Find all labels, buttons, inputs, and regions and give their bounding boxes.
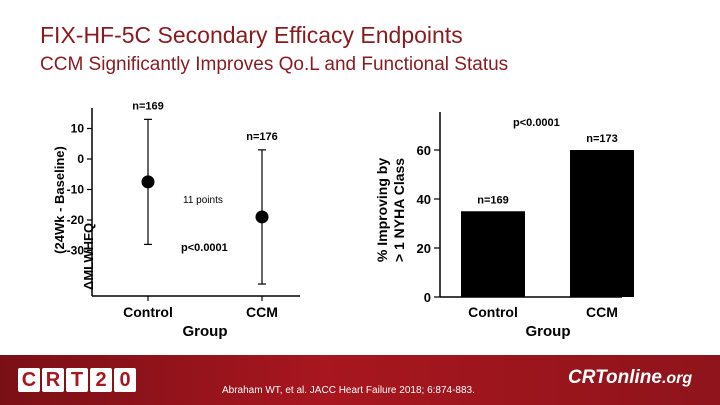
- qol-y-tick-label: 10: [71, 122, 85, 136]
- qol-y-tick-label: -30: [67, 244, 85, 258]
- nyha-bar: [570, 150, 634, 297]
- nyha-n-label: n=169: [477, 194, 509, 206]
- nyha-y-tick-label: 0: [424, 290, 431, 305]
- qol-n-label: n=169: [132, 100, 164, 112]
- crtonline-logo-suffix: .org: [661, 370, 693, 387]
- qol-pvalue: p<0.0001: [181, 242, 228, 254]
- nyha-chart: 0 20 40 60 n=169 Control n=173 CCM Group % Imp…: [374, 112, 634, 340]
- nyha-y-label-1: % Improving by: [374, 158, 390, 262]
- logo-letter: 2: [90, 368, 112, 392]
- page-title: FIX-HF-5C Secondary Efficacy Endpoints: [40, 22, 463, 48]
- logo-letter: C: [18, 368, 40, 392]
- qol-annotation: 11 points: [183, 195, 223, 206]
- qol-mean-point: [255, 210, 269, 224]
- nyha-x-tick-label: Control: [468, 304, 518, 320]
- qol-n-label: n=176: [246, 131, 278, 143]
- crt2020-logo: C R T 2 0: [18, 368, 136, 392]
- logo-letter: T: [66, 368, 88, 392]
- nyha-x-label: Group: [526, 323, 571, 340]
- qol-mean-point: [141, 175, 155, 189]
- nyha-x-tick-label: CCM: [586, 304, 618, 320]
- citation: Abraham WT, et al. JACC Heart Failure 20…: [222, 385, 475, 396]
- nyha-y-tick-label: 60: [417, 143, 431, 158]
- nyha-y-tick-label: 20: [417, 241, 431, 256]
- logo-letter: 0: [114, 368, 136, 392]
- qol-x-tick-label: CCM: [246, 304, 278, 320]
- page-subtitle: CCM Significantly Improves Qo.L and Func…: [40, 54, 509, 75]
- nyha-n-label: n=173: [586, 133, 618, 145]
- footer-banner: C R T 2 0 Abraham WT, et al. JACC Heart …: [0, 355, 720, 405]
- logo-letter: R: [42, 368, 64, 392]
- qol-y-tick-label: -10: [67, 183, 85, 197]
- nyha-y-tick-label: 40: [417, 192, 431, 207]
- qol-y-tick-label: 0: [77, 152, 84, 166]
- qol-y-tick-label: -20: [67, 213, 85, 227]
- nyha-y-label-2: > 1 NYHA Class: [391, 158, 407, 262]
- qol-x-label: Group: [183, 323, 228, 340]
- nyha-bar: [461, 211, 525, 297]
- qol-y-label-2: (24Wk - Baseline): [52, 146, 67, 254]
- qol-x-tick-label: Control: [123, 304, 173, 320]
- crtonline-logo: CRTonline.org: [568, 367, 692, 389]
- qol-y-label-1: ΔMLWHFQ: [81, 223, 96, 290]
- nyha-pvalue: p<0.0001: [513, 117, 560, 129]
- crtonline-logo-text: CRTonline: [568, 367, 662, 388]
